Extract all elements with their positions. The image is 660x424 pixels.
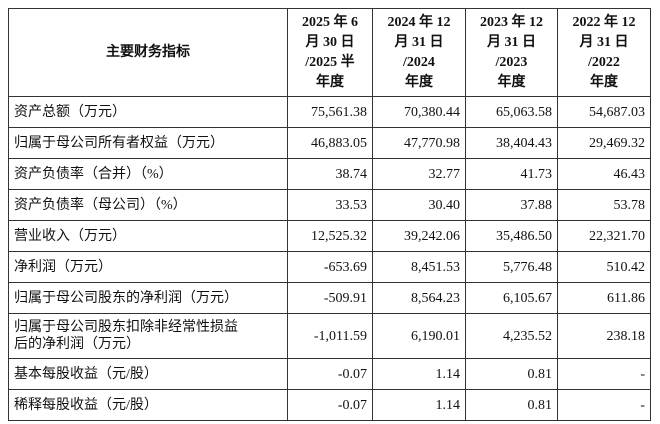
value-cell: 12,525.32 bbox=[287, 220, 373, 252]
value-cell: -509.91 bbox=[287, 282, 373, 314]
header-period: 2024 年 12 月 31 日/2024 年度 bbox=[372, 8, 466, 97]
table-row: 资产总额（万元） 75,561.38 70,380.44 65,063.58 54,68… bbox=[8, 96, 651, 128]
text-line: 2022 年 12 bbox=[572, 14, 636, 30]
text-line: 年度 bbox=[405, 74, 433, 90]
row-label: 资产负债率（母公司）（%） bbox=[8, 189, 288, 221]
table-row: 基本每股收益（元/股） -0.07 1.14 0.81- bbox=[8, 358, 651, 390]
value-cell: 6,190.01 bbox=[372, 313, 466, 359]
table-row: 资产负债率（合并）（%） 38.74 32.77 41.73 46.43 bbox=[8, 158, 651, 190]
value-cell: 53.78 bbox=[557, 189, 651, 221]
value-cell: 32.77 bbox=[372, 158, 466, 190]
value-cell: 35,486.50 bbox=[465, 220, 558, 252]
text-line: 2024 年 12 bbox=[387, 14, 451, 30]
value-cell: 0.81 bbox=[465, 358, 558, 390]
value-cell: 75,561.38 bbox=[287, 96, 373, 128]
header-period: 2025 年 6 月 30 日/2025 半年度 bbox=[287, 8, 373, 97]
text-line: 月 31 日 bbox=[394, 34, 444, 50]
text-line: 资产负债率（合并）（%） bbox=[14, 166, 173, 182]
text-line: 营业收入（万元） bbox=[14, 228, 126, 244]
value-cell: 5,776.48 bbox=[465, 251, 558, 283]
text-line: 稀释每股收益（元/股） bbox=[14, 397, 158, 413]
header-period: 2023 年 12 月 31 日/2023 年度 bbox=[465, 8, 558, 97]
value-cell: 54,687.03 bbox=[557, 96, 651, 128]
table-row: 归属于母公司股东扣除非经常性损益 后的净利润（万元） -1,011.59 6,190.… bbox=[8, 313, 651, 359]
text-line: /2022 bbox=[588, 54, 620, 70]
table-row: 营业收入（万元） 12,525.32 39,242.06 35,486.50 22,32… bbox=[8, 220, 651, 252]
text-line: 年度 bbox=[497, 74, 526, 90]
text-line: 净利润（万元） bbox=[14, 259, 112, 275]
value-cell: 30.40 bbox=[372, 189, 466, 221]
text-line: 年度 bbox=[590, 74, 618, 90]
text-line: 资产总额（万元） bbox=[14, 104, 126, 120]
text-line: 归属于母公司所有者权益（万元） bbox=[14, 135, 224, 151]
value-cell: 47,770.98 bbox=[372, 127, 466, 159]
value-cell: 8,451.53 bbox=[372, 251, 466, 283]
header-title: 主要财务指标 bbox=[8, 8, 288, 97]
text-line: 月 31 日 bbox=[579, 34, 629, 50]
text-line: 后的净利润（万元） bbox=[14, 337, 140, 352]
text-line: 归属于母公司股东的净利润（万元） bbox=[14, 290, 238, 306]
value-cell: 41.73 bbox=[465, 158, 558, 190]
text-line: 归属于母公司股东扣除非经常性损益 bbox=[14, 320, 238, 335]
text-line: /2025 半 bbox=[305, 54, 355, 70]
text-line: 年度 bbox=[316, 74, 344, 90]
value-cell: -0.07 bbox=[287, 389, 373, 421]
text-line: 2025 年 6 bbox=[302, 14, 358, 30]
table-body: 资产总额（万元） 75,561.38 70,380.44 65,063.58 54,68… bbox=[8, 96, 651, 421]
value-cell: 238.18 bbox=[557, 313, 651, 359]
text-line: 月 30 日 bbox=[305, 34, 355, 50]
text-line: 基本每股收益（元/股） bbox=[14, 366, 158, 382]
row-label: 资产负债率（合并）（%） bbox=[8, 158, 288, 190]
value-cell: 70,380.44 bbox=[372, 96, 466, 128]
table-row: 稀释每股收益（元/股） -0.07 1.14 0.81- bbox=[8, 389, 651, 421]
table-row: 净利润（万元） -653.69 8,451.53 5,776.48 510.42 bbox=[8, 251, 651, 283]
text-line: 资产负债率（母公司）（%） bbox=[14, 197, 187, 213]
value-cell: - bbox=[557, 358, 651, 390]
row-label: 归属于母公司所有者权益（万元） bbox=[8, 127, 288, 159]
value-cell: 4,235.52 bbox=[465, 313, 558, 359]
text-line: 主要财务指标 bbox=[106, 44, 190, 60]
row-label: 归属于母公司股东的净利润（万元） bbox=[8, 282, 288, 314]
text-line: 月 31 日 bbox=[487, 34, 536, 50]
value-cell: 29,469.32 bbox=[557, 127, 651, 159]
value-cell: -1,011.59 bbox=[287, 313, 373, 359]
value-cell: 39,242.06 bbox=[372, 220, 466, 252]
value-cell: 510.42 bbox=[557, 251, 651, 283]
value-cell: - bbox=[557, 389, 651, 421]
value-cell: 8,564.23 bbox=[372, 282, 466, 314]
value-cell: 46.43 bbox=[557, 158, 651, 190]
text-line: /2024 bbox=[403, 54, 435, 70]
row-label: 归属于母公司股东扣除非经常性损益 后的净利润（万元） bbox=[8, 313, 288, 359]
value-cell: 1.14 bbox=[372, 389, 466, 421]
value-cell: 33.53 bbox=[287, 189, 373, 221]
value-cell: 1.14 bbox=[372, 358, 466, 390]
row-label: 基本每股收益（元/股） bbox=[8, 358, 288, 390]
row-label: 资产总额（万元） bbox=[8, 96, 288, 128]
row-label: 营业收入（万元） bbox=[8, 220, 288, 252]
value-cell: -653.69 bbox=[287, 251, 373, 283]
text-line: 2023 年 12 bbox=[480, 14, 543, 30]
table-row: 归属于母公司所有者权益（万元） 46,883.05 47,770.98 38,404.… bbox=[8, 127, 651, 159]
value-cell: 65,063.58 bbox=[465, 96, 558, 128]
value-cell: 0.81 bbox=[465, 389, 558, 421]
value-cell: 6,105.67 bbox=[465, 282, 558, 314]
value-cell: 37.88 bbox=[465, 189, 558, 221]
header-period: 2022 年 12 月 31 日/2022 年度 bbox=[557, 8, 651, 97]
value-cell: 38.74 bbox=[287, 158, 373, 190]
value-cell: 22,321.70 bbox=[557, 220, 651, 252]
value-cell: 611.86 bbox=[557, 282, 651, 314]
row-label: 净利润（万元） bbox=[8, 251, 288, 283]
row-label: 稀释每股收益（元/股） bbox=[8, 389, 288, 421]
value-cell: 46,883.05 bbox=[287, 127, 373, 159]
table-row: 归属于母公司股东的净利润（万元） -509.91 8,564.23 6,105.67 6… bbox=[8, 282, 651, 314]
text-line: /2023 bbox=[495, 54, 528, 70]
value-cell: 38,404.43 bbox=[465, 127, 558, 159]
value-cell: -0.07 bbox=[287, 358, 373, 390]
table-row: 资产负债率（母公司）（%） 33.53 30.40 37.88 53.78 bbox=[8, 189, 651, 221]
